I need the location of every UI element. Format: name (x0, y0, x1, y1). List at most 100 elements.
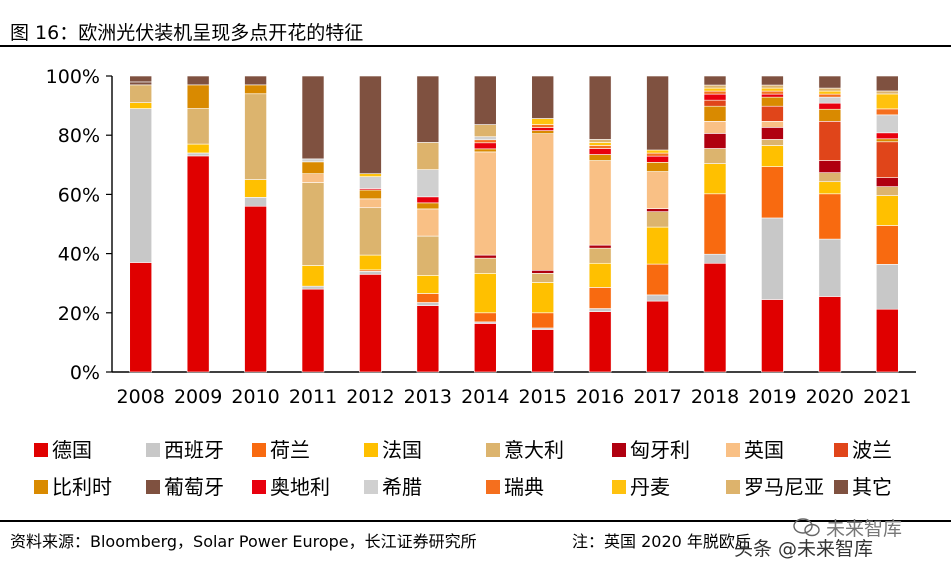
bar-segment (531, 133, 555, 271)
bar-segment (301, 173, 325, 183)
bar-segment (875, 90, 899, 95)
watermark-logo-icon (793, 518, 820, 537)
y-tick-label: 40% (58, 244, 100, 266)
x-tick-label: 2013 (404, 386, 452, 408)
bar-segment (301, 265, 325, 287)
bar-segment (818, 96, 842, 104)
bar-segment (588, 262, 612, 288)
bar-segment (588, 244, 612, 249)
bar-segment (761, 217, 784, 300)
bar-segment (359, 198, 382, 209)
bar-segment (761, 90, 784, 95)
bar-segment (531, 124, 555, 128)
bar-segment (473, 142, 497, 150)
bar-segment (416, 275, 440, 294)
bar-segment (359, 274, 382, 373)
legend-label: 希腊 (382, 475, 422, 499)
bar-segment (129, 102, 153, 109)
source-divider (0, 520, 951, 522)
legend-swatch (834, 480, 848, 494)
bar-segment (359, 207, 382, 256)
bar-segment (359, 173, 382, 177)
bar-segment (186, 75, 210, 86)
legend-label: 西班牙 (164, 438, 224, 462)
x-tick-label: 2009 (174, 386, 222, 408)
bar-segment (875, 264, 899, 310)
bar-segment (359, 176, 382, 189)
legend-label: 丹麦 (630, 475, 670, 499)
bar-segment (646, 155, 669, 163)
legend-label: 德国 (52, 438, 92, 462)
bar-segment (416, 75, 440, 143)
bar-segment (646, 263, 669, 296)
bar-segment (761, 105, 784, 122)
bar-segment (473, 136, 497, 141)
bar-segment (359, 271, 382, 275)
bar-segment (761, 299, 784, 373)
x-tick-label: 2012 (346, 386, 394, 408)
bar-segment (416, 235, 440, 276)
bar-segment (301, 75, 325, 160)
bar-segment (588, 160, 612, 246)
bar-segment (531, 127, 555, 131)
bar-segment (761, 145, 784, 167)
bar-segment (186, 84, 210, 109)
y-tick-label: 60% (58, 184, 100, 206)
bar-segment (473, 75, 497, 125)
x-tick-label: 2018 (691, 386, 739, 408)
legend-label: 瑞典 (504, 475, 544, 499)
legend-swatch (486, 443, 500, 457)
bar-segment (875, 138, 899, 143)
bar-segment (646, 211, 669, 228)
bar-segment (416, 302, 440, 306)
legend-swatch (34, 480, 48, 494)
bar-segment (703, 90, 727, 95)
bar-segment (531, 282, 555, 314)
legend-swatch (34, 443, 48, 457)
x-tick-label: 2014 (461, 386, 509, 408)
bar-segment (818, 90, 842, 95)
legend-swatch (252, 443, 266, 457)
bar-segment (703, 148, 727, 164)
bar-segment (473, 148, 497, 153)
bar-segment (818, 75, 842, 89)
legend-label: 比利时 (52, 475, 112, 499)
bar-segment (703, 84, 727, 89)
bar-segment (875, 177, 899, 187)
chart-source: 资料来源：Bloomberg，Solar Power Europe，长江证券研究… (10, 532, 477, 551)
bar-segment (244, 205, 267, 373)
bar-segment (416, 208, 440, 237)
bar-segment (301, 182, 325, 266)
bar-segment (703, 75, 727, 86)
legend-swatch (486, 480, 500, 494)
bar-segment (818, 121, 842, 161)
bar-segment (416, 169, 440, 198)
bar-segment (646, 226, 669, 265)
bar-segment (244, 197, 267, 207)
bar-segment (531, 130, 555, 134)
bar-segment (473, 323, 497, 373)
legend-swatch (612, 443, 626, 457)
bar-segment (703, 163, 727, 195)
legend-label: 法国 (382, 438, 422, 462)
watermark: 未来智库 头条 @未来智库 (734, 514, 944, 560)
bar-segment (186, 143, 210, 154)
bar-segment (588, 311, 612, 373)
x-tick-label: 2016 (576, 386, 624, 408)
bar-segment (186, 152, 210, 157)
bar-segment (531, 75, 555, 119)
y-tick-label: 0% (70, 362, 100, 384)
bar-segment (416, 305, 440, 373)
legend-swatch (726, 480, 740, 494)
bar-segment (646, 75, 669, 151)
bar-segment (875, 141, 899, 178)
bar-segment (531, 329, 555, 373)
x-tick-label: 2020 (806, 386, 854, 408)
bar-segment (818, 102, 842, 110)
bar-segment (818, 108, 842, 122)
bar-segment (531, 273, 555, 283)
bar-segment (703, 99, 727, 107)
bar-segment (359, 75, 382, 174)
bar-segment (761, 87, 784, 92)
legend-label: 荷兰 (270, 438, 310, 462)
